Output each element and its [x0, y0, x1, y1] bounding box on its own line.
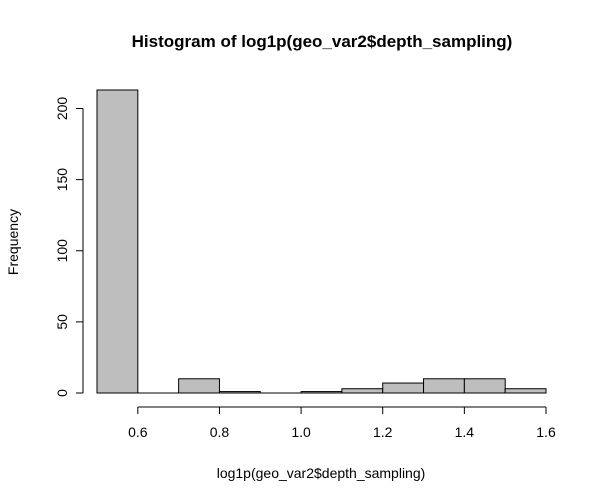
histogram-bar	[504, 388, 547, 394]
histogram-bar	[423, 378, 465, 394]
y-tick-label: 200	[54, 97, 70, 121]
y-tick-label: 150	[54, 168, 70, 192]
histogram-bar	[300, 391, 343, 394]
y-axis-label: Frequency	[5, 209, 21, 275]
x-axis: 0.6 0.8 1.0 1.2 1.4 1.6	[128, 406, 556, 440]
y-tick-label: 100	[54, 239, 70, 263]
x-tick-label: 1.2	[373, 424, 393, 440]
x-axis-label: log1p(geo_var2$depth_sampling)	[217, 465, 426, 481]
histogram-bar	[178, 378, 220, 394]
histogram-bar	[382, 382, 425, 394]
histogram-bar	[341, 388, 384, 394]
y-tick-label: 50	[54, 314, 70, 330]
x-tick-label: 1.0	[291, 424, 311, 440]
y-tick-label: 0	[54, 389, 70, 397]
y-axis: 0 50 100 150 200	[54, 97, 84, 397]
x-tick-label: 1.6	[536, 424, 556, 440]
histogram-bar	[218, 391, 261, 394]
x-tick-label: 0.8	[210, 424, 230, 440]
histogram-bar	[96, 89, 139, 394]
bars-group	[96, 89, 547, 394]
chart-title: Histogram of log1p(geo_var2$depth_sampli…	[132, 32, 513, 51]
histogram-bar	[463, 378, 506, 394]
x-tick-label: 1.4	[455, 424, 475, 440]
x-tick-label: 0.6	[128, 424, 148, 440]
